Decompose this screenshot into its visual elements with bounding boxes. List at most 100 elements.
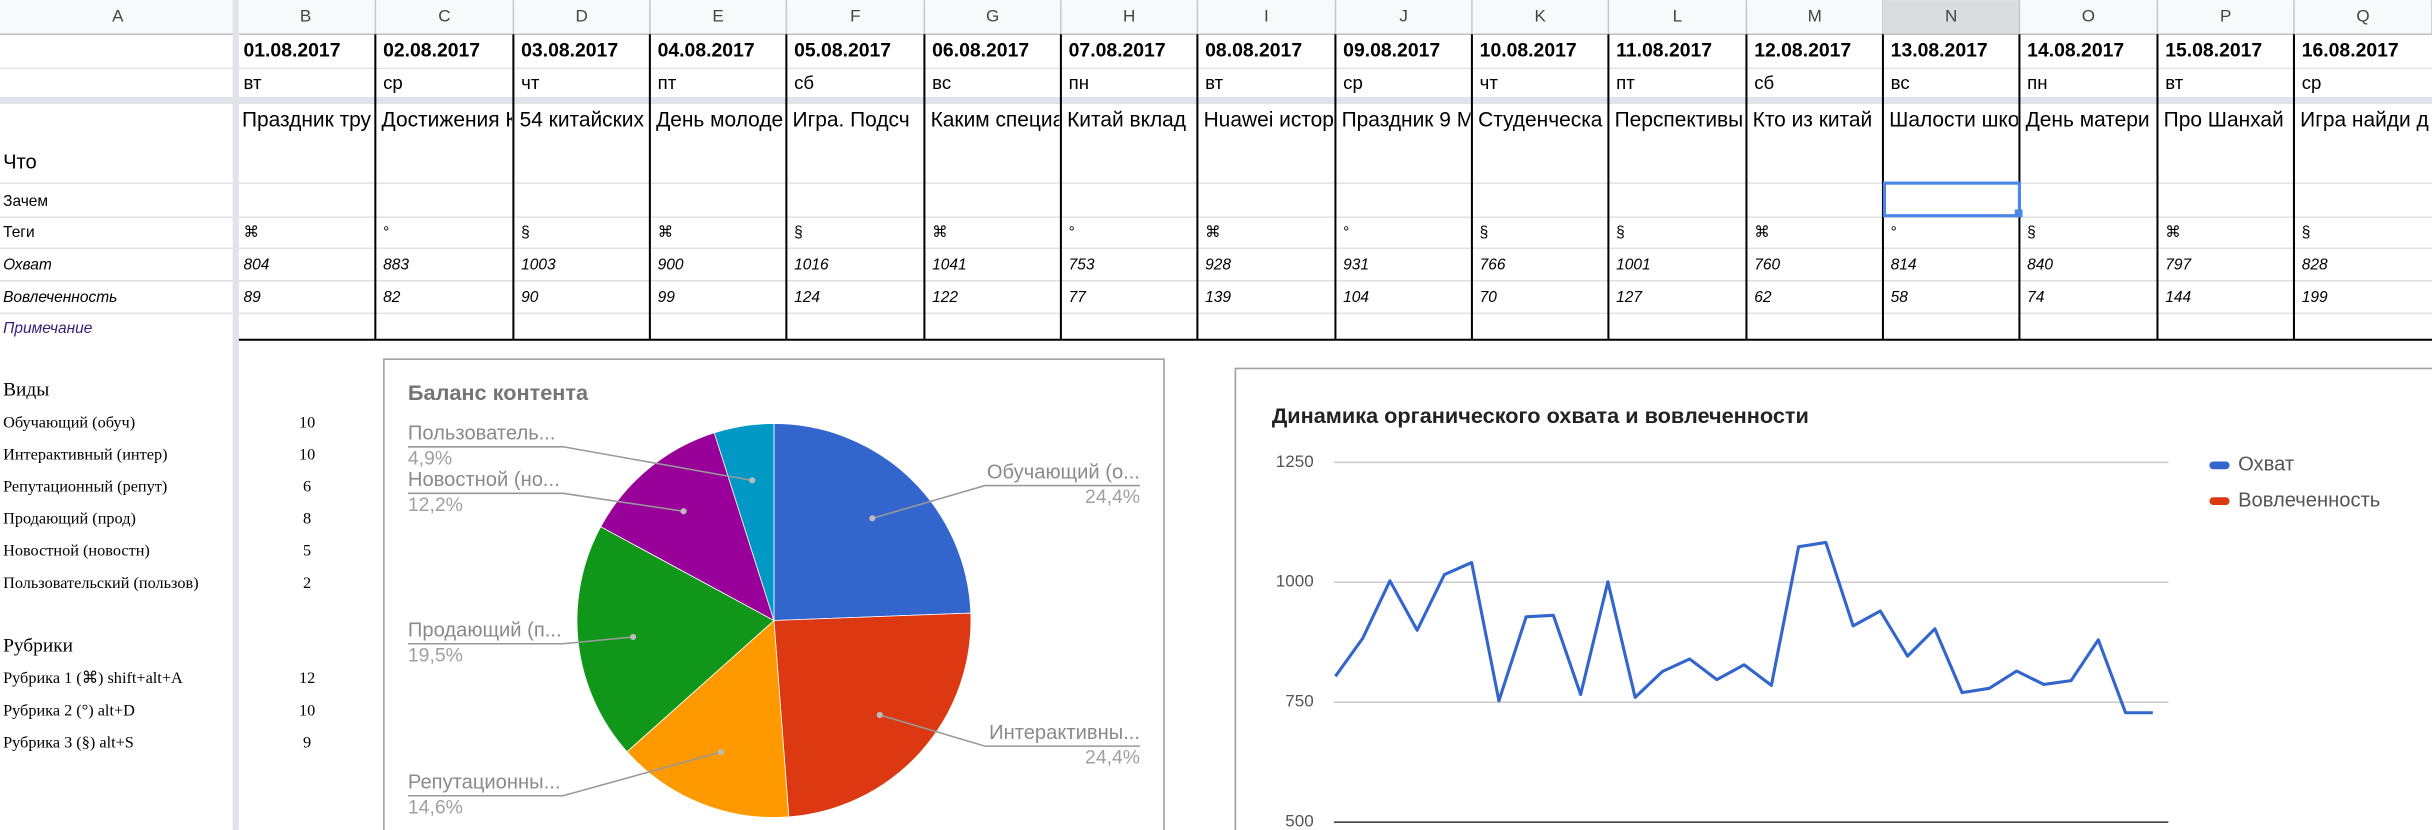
column-header: E (712, 7, 723, 26)
reach: 883 (383, 256, 409, 273)
column-header: J (1399, 7, 1408, 26)
pie-label: Новостной (но... (408, 469, 560, 491)
tag: § (1616, 224, 1625, 241)
reach: 1003 (521, 256, 556, 273)
pie-value-label: 14,6% (408, 796, 463, 818)
tag: ⌘ (244, 224, 260, 241)
list-label: Рубрика 2 (°) alt+D (3, 700, 135, 719)
cell-column: 12.08.2017 сб Кто из китай ⌘ 760 62 (1753, 39, 1873, 306)
tag: ⌘ (932, 224, 948, 241)
weekday: пт (658, 72, 677, 93)
engagement: 58 (1891, 289, 1909, 306)
list-count: 10 (299, 700, 315, 719)
engagement: 90 (521, 289, 539, 306)
pie-value-label: 24,4% (1085, 486, 1140, 508)
column-header: C (438, 7, 450, 26)
date: 05.08.2017 (794, 39, 891, 61)
pie-slice (600, 432, 775, 622)
list-label: Новостной (новостн) (3, 541, 150, 560)
line-title: Динамика органического охвата и вовлечен… (1272, 403, 1809, 428)
cell-column: 04.08.2017 пт День молоде ⌘ 900 99 (656, 39, 783, 306)
engagement: 104 (1343, 289, 1369, 306)
engagement: 124 (794, 289, 820, 306)
topic: День матери (2026, 109, 2150, 132)
legend-label: Охват (2238, 454, 2294, 476)
leader-line (407, 636, 634, 645)
weekday: пт (1616, 72, 1635, 93)
column-header: A (112, 7, 124, 26)
tag: § (1480, 224, 1489, 241)
date: 13.08.2017 (1891, 39, 1988, 61)
topic: Студенческа (1478, 109, 1603, 132)
list-count: 10 (299, 412, 315, 431)
column-header: B (300, 7, 311, 26)
weekday: вс (932, 72, 951, 93)
section-title: Рубрики (3, 635, 73, 656)
cell-column: 07.08.2017 пн Китай вклад ° 753 77 (1067, 39, 1186, 306)
column-header: P (2220, 7, 2231, 26)
column-header: Q (2356, 7, 2369, 26)
reach: 1041 (932, 256, 966, 273)
tag: ⌘ (658, 224, 673, 241)
list-count: 6 (303, 476, 311, 495)
column-header: D (575, 7, 587, 26)
cell-column: 13.08.2017 вс Шалости шко ° 814 58 (1889, 39, 2018, 306)
list-count: 8 (303, 509, 311, 528)
tag: § (2027, 224, 2036, 241)
leader-dot (680, 508, 687, 515)
cell-column: 16.08.2017 ср Игра найди д § 828 199 (2300, 39, 2429, 306)
leader-dot (876, 711, 883, 719)
pie-label: Интерактивны... (989, 722, 1140, 744)
row-label: Вовлеченность (3, 289, 117, 306)
cell-column: 06.08.2017 вс Каким специа ⌘ 1041 122 (931, 39, 1060, 306)
weekday: чт (521, 72, 540, 93)
topic: Праздник тру (242, 109, 372, 132)
date: 04.08.2017 (658, 39, 755, 61)
cell-column: 05.08.2017 сб Игра. Подсч § 1016 124 (793, 39, 910, 306)
cell-column: 11.08.2017 пт Перспективы § 1001 127 (1615, 39, 1744, 306)
selected-cell (1882, 181, 2021, 218)
leader-line (407, 446, 753, 482)
row-label: Зачем (3, 193, 48, 210)
y-tick-label: 500 (1285, 812, 1313, 830)
pie-value-label: 24,4% (1085, 747, 1140, 769)
date: 08.08.2017 (1205, 39, 1302, 61)
weekday: ср (1343, 72, 1363, 93)
column-header: L (1673, 7, 1682, 26)
topic: Праздник 9 М (1342, 109, 1474, 132)
pie-title: Баланс контента (408, 380, 589, 405)
pie-label: Пользователь... (408, 423, 556, 445)
reach: 753 (1069, 256, 1095, 273)
frozen-row-divider (0, 97, 2432, 105)
pie-label: Репутационны... (408, 772, 561, 794)
list-count: 9 (303, 732, 311, 751)
cell-column: 02.08.2017 ср Достижения К ° 883 82 (382, 39, 512, 306)
leader-dot (717, 748, 725, 756)
list-label: Репутационный (репут) (3, 476, 167, 495)
y-tick-label: 1000 (1276, 572, 1314, 591)
row-label: Теги (3, 224, 35, 241)
pie-slice (773, 612, 972, 818)
date: 02.08.2017 (383, 39, 480, 61)
column-header: H (1123, 7, 1135, 26)
leader-dot (629, 633, 637, 641)
reach: 840 (2027, 256, 2053, 273)
date: 12.08.2017 (1754, 39, 1851, 61)
column-header: O (2082, 7, 2095, 26)
fill-handle (2014, 209, 2023, 218)
leader-line (872, 484, 1140, 520)
cell-column: 08.08.2017 вт Huawei истор ⌘ 928 139 (1204, 39, 1334, 306)
engagement: 122 (932, 289, 958, 306)
cell-column: 14.08.2017 пн День матери § 840 74 (2026, 39, 2150, 306)
leader-line (879, 714, 1140, 747)
column-header: F (850, 7, 860, 26)
list-label: Рубрика 1 (⌘) shift+alt+A (3, 668, 183, 687)
engagement: 89 (244, 289, 262, 306)
date: 10.08.2017 (1480, 39, 1577, 61)
engagement: 70 (1480, 289, 1498, 306)
topic: Huawei истор (1204, 109, 1334, 132)
column-header: I (1264, 7, 1269, 26)
date: 06.08.2017 (932, 39, 1029, 61)
header-selected (1882, 0, 2020, 35)
date: 14.08.2017 (2027, 39, 2124, 61)
